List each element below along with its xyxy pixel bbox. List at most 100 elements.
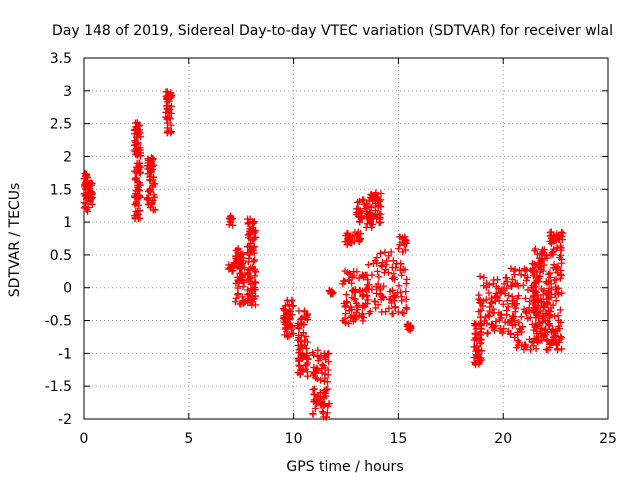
data-point bbox=[547, 339, 555, 347]
data-point bbox=[295, 323, 303, 331]
data-point bbox=[237, 275, 245, 283]
data-point bbox=[295, 349, 303, 357]
data-point bbox=[148, 198, 156, 206]
data-point bbox=[546, 269, 554, 277]
data-point bbox=[555, 338, 563, 346]
y-tick-label: 3 bbox=[63, 84, 72, 100]
data-point bbox=[314, 357, 322, 365]
data-point bbox=[471, 329, 479, 337]
data-point bbox=[80, 175, 88, 183]
data-point bbox=[252, 279, 260, 287]
data-point bbox=[492, 283, 500, 291]
data-point bbox=[521, 267, 529, 275]
data-point bbox=[377, 296, 385, 304]
data-point bbox=[302, 312, 310, 320]
data-point bbox=[554, 345, 562, 353]
data-point bbox=[151, 193, 159, 201]
data-point bbox=[558, 289, 566, 297]
data-point bbox=[310, 351, 318, 359]
data-point bbox=[513, 294, 521, 302]
data-point bbox=[342, 310, 350, 318]
data-point bbox=[376, 249, 384, 257]
data-point bbox=[529, 265, 537, 273]
data-point bbox=[356, 286, 364, 294]
data-point bbox=[250, 294, 258, 302]
data-point bbox=[507, 317, 515, 325]
data-point bbox=[88, 200, 96, 208]
data-point bbox=[543, 300, 551, 308]
data-point bbox=[377, 190, 385, 198]
data-point bbox=[310, 364, 318, 372]
data-point bbox=[505, 292, 513, 300]
data-point bbox=[135, 128, 143, 136]
data-point bbox=[364, 296, 372, 304]
data-point bbox=[519, 281, 527, 289]
data-point bbox=[482, 296, 490, 304]
data-point bbox=[485, 289, 493, 297]
plot-frame bbox=[83, 57, 609, 420]
data-point bbox=[386, 288, 394, 296]
data-point bbox=[398, 297, 406, 305]
data-point bbox=[309, 410, 317, 418]
axis-ticks: 0 5 10 15 20 25 -2 -1.5 -1 -0.5 0 0.5 1 1.5 2 2.5 3 3.5 bbox=[45, 51, 617, 447]
data-point bbox=[503, 284, 511, 292]
data-point bbox=[363, 271, 371, 279]
data-point bbox=[552, 297, 560, 305]
data-point bbox=[372, 207, 380, 215]
data-point bbox=[535, 312, 543, 320]
data-point bbox=[394, 308, 402, 316]
data-point bbox=[236, 300, 244, 308]
data-point bbox=[303, 359, 311, 367]
data-point bbox=[362, 223, 370, 231]
data-point bbox=[543, 279, 551, 287]
y-tick-label: 0 bbox=[63, 281, 72, 297]
data-point bbox=[513, 300, 521, 308]
data-point bbox=[541, 310, 549, 318]
data-point bbox=[134, 207, 142, 215]
data-point bbox=[543, 254, 551, 262]
data-point bbox=[373, 193, 381, 201]
data-point bbox=[400, 309, 408, 317]
data-point bbox=[558, 233, 566, 241]
data-point bbox=[385, 304, 393, 312]
data-point bbox=[309, 386, 317, 394]
data-point bbox=[480, 274, 488, 282]
data-point bbox=[556, 335, 564, 343]
data-point bbox=[542, 325, 550, 333]
data-point bbox=[530, 291, 538, 299]
data-point bbox=[244, 271, 252, 279]
data-point bbox=[249, 219, 257, 227]
data-point bbox=[393, 289, 401, 297]
data-point bbox=[475, 308, 483, 316]
data-point bbox=[502, 274, 510, 282]
data-point bbox=[533, 311, 541, 319]
data-point bbox=[286, 312, 294, 320]
data-point bbox=[376, 214, 384, 222]
data-point bbox=[167, 94, 175, 102]
data-point bbox=[133, 133, 141, 141]
data-point bbox=[363, 284, 371, 292]
data-point bbox=[395, 282, 403, 290]
data-point bbox=[511, 321, 519, 329]
data-point bbox=[312, 396, 320, 404]
data-point bbox=[529, 272, 537, 280]
data-point bbox=[146, 173, 154, 181]
data-point bbox=[303, 338, 311, 346]
data-point bbox=[351, 285, 359, 293]
data-point bbox=[320, 394, 328, 402]
data-point bbox=[318, 400, 326, 408]
data-point bbox=[150, 161, 158, 169]
data-point bbox=[508, 282, 516, 290]
data-point bbox=[496, 288, 504, 296]
data-points bbox=[80, 88, 567, 421]
data-point bbox=[321, 370, 329, 378]
data-point bbox=[399, 248, 407, 256]
data-point bbox=[369, 220, 377, 228]
data-point bbox=[81, 192, 89, 200]
data-point bbox=[325, 349, 333, 357]
data-point bbox=[163, 129, 171, 137]
data-point bbox=[357, 230, 365, 238]
data-point bbox=[529, 300, 537, 308]
data-point bbox=[553, 244, 561, 252]
data-point bbox=[533, 327, 541, 335]
